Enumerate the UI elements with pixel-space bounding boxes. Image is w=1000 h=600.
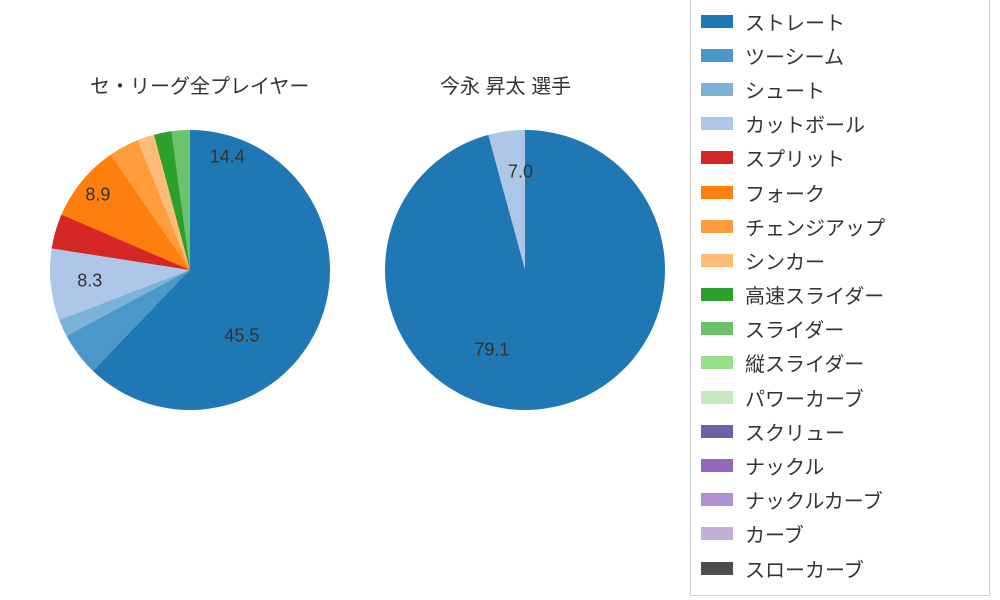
legend-swatch [701, 356, 733, 369]
legend-label: ツーシーム [745, 41, 844, 70]
legend-label: カーブ [745, 519, 804, 548]
legend-item: パワーカーブ [701, 380, 979, 414]
legend-swatch [701, 254, 733, 267]
legend-label: シンカー [745, 246, 825, 275]
chart-area: セ・リーグ全プレイヤー45.58.38.914.4今永 昇太 選手79.17.0 [0, 0, 680, 600]
legend-item: ナックル [701, 448, 979, 482]
legend-label: パワーカーブ [745, 383, 864, 412]
legend-label: カットボール [745, 109, 865, 138]
legend-swatch [701, 527, 733, 540]
legend-label: ストレート [745, 7, 845, 36]
legend-swatch [701, 186, 733, 199]
legend-swatch [701, 15, 733, 28]
legend-label: スプリット [745, 143, 845, 172]
legend-swatch [701, 322, 733, 335]
pie-left [50, 130, 330, 410]
legend-item: フォーク [701, 175, 979, 209]
legend-label: ナックルカーブ [745, 485, 883, 514]
pie-right [385, 130, 665, 410]
legend-item: スローカーブ [701, 551, 979, 585]
legend-label: 縦スライダー [745, 348, 864, 377]
legend-item: カーブ [701, 517, 979, 551]
legend-swatch [701, 288, 733, 301]
legend-item: スプリット [701, 141, 979, 175]
legend-item: スクリュー [701, 414, 979, 448]
legend-swatch [701, 83, 733, 96]
legend-swatch [701, 151, 733, 164]
chart-title-left: セ・リーグ全プレイヤー [90, 70, 309, 99]
legend-label: フォーク [745, 178, 825, 207]
legend: ストレートツーシームシュートカットボールスプリットフォークチェンジアップシンカー… [690, 0, 990, 596]
legend-swatch [701, 493, 733, 506]
legend-item: シンカー [701, 243, 979, 277]
legend-label: スクリュー [745, 417, 845, 446]
legend-label: チェンジアップ [745, 212, 885, 241]
legend-item: カットボール [701, 107, 979, 141]
legend-label: ナックル [745, 451, 824, 480]
legend-label: 高速スライダー [745, 280, 884, 309]
chart-title-right: 今永 昇太 選手 [440, 70, 571, 99]
legend-item: ストレート [701, 4, 979, 38]
legend-item: スライダー [701, 312, 979, 346]
legend-item: 縦スライダー [701, 346, 979, 380]
legend-swatch [701, 562, 733, 575]
legend-swatch [701, 459, 733, 472]
legend-label: スライダー [745, 314, 844, 343]
legend-swatch [701, 391, 733, 404]
legend-swatch [701, 220, 733, 233]
legend-item: チェンジアップ [701, 209, 979, 243]
legend-swatch [701, 49, 733, 62]
legend-item: ツーシーム [701, 38, 979, 72]
legend-item: ナックルカーブ [701, 483, 979, 517]
legend-item: 高速スライダー [701, 278, 979, 312]
legend-swatch [701, 425, 733, 438]
legend-item: シュート [701, 72, 979, 106]
legend-label: シュート [745, 75, 825, 104]
chart-container: セ・リーグ全プレイヤー45.58.38.914.4今永 昇太 選手79.17.0… [0, 0, 1000, 600]
legend-swatch [701, 117, 733, 130]
legend-label: スローカーブ [745, 554, 864, 583]
